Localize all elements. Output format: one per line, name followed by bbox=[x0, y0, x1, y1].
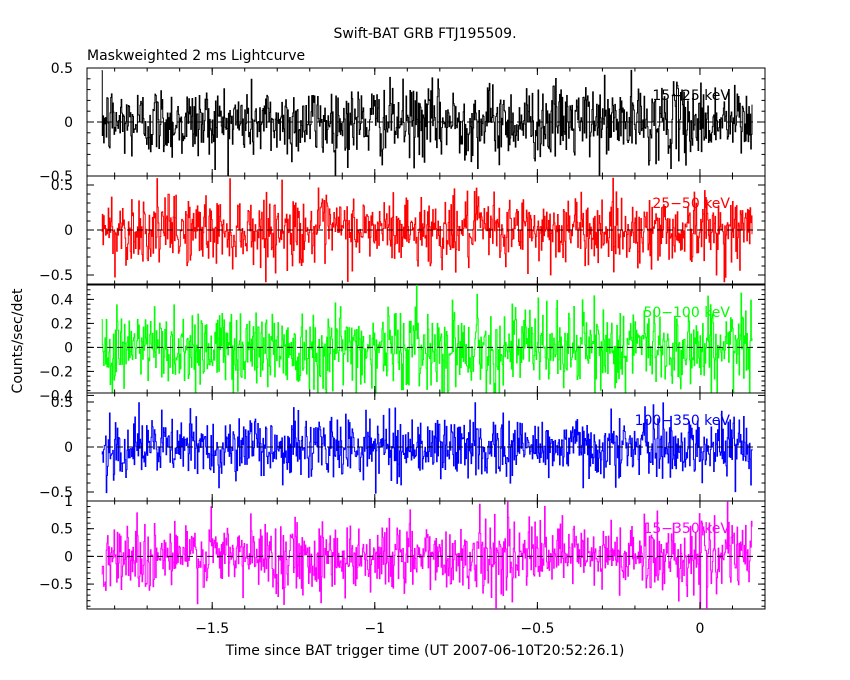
y-tick-label: 0.5 bbox=[51, 61, 73, 77]
x-axis: −1.5 −1 −0.5 0 bbox=[195, 621, 704, 637]
x-tick-label: −1.5 bbox=[195, 621, 229, 637]
y-tick-label: −0.5 bbox=[39, 268, 73, 284]
y-tick-label: 0 bbox=[64, 115, 73, 131]
chart-subtitle: Maskweighted 2 ms Lightcurve bbox=[87, 48, 305, 64]
y-tick-label: 0 bbox=[64, 340, 73, 356]
series-line-15-350-keV bbox=[101, 501, 753, 609]
x-axis-label: Time since BAT trigger time (UT 2007-06-… bbox=[225, 643, 625, 659]
series-line-15-25-keV bbox=[101, 69, 753, 176]
panel-group: 0.5 0 −0.5 15−25 keV 0.5 0 −0.5 25−50 keV 0.4 0.2… bbox=[39, 61, 766, 610]
band-label: 15−350 keV bbox=[643, 521, 730, 537]
panel-5: 1 0.5 0 −0.5 15−350 keV bbox=[39, 494, 766, 610]
panel-3: 0.4 0.2 0 −0.2 −0.4 50−100 keV bbox=[39, 284, 766, 404]
y-axis-label: Counts/sec/det bbox=[10, 288, 26, 393]
band-label: 15−25 keV bbox=[652, 88, 730, 104]
y-tick-label: 0 bbox=[64, 440, 73, 456]
x-tick-label: −0.5 bbox=[520, 621, 554, 637]
y-tick-label: 1 bbox=[64, 494, 73, 510]
band-label: 50−100 keV bbox=[643, 305, 730, 321]
y-tick-label: −0.5 bbox=[39, 485, 73, 501]
y-tick-label: 0 bbox=[64, 549, 73, 565]
y-tick-label: 0 bbox=[64, 223, 73, 239]
y-tick-label: −0.2 bbox=[39, 364, 73, 380]
x-tick-label: −1 bbox=[364, 621, 385, 637]
band-label: 100−350 keV bbox=[635, 413, 731, 429]
y-tick-label: 0.5 bbox=[51, 178, 73, 194]
chart-title: Swift-BAT GRB FTJ195509. bbox=[333, 26, 516, 42]
series-line-100-350-keV bbox=[101, 402, 753, 494]
y-tick-label: 0.2 bbox=[51, 316, 73, 332]
panel-2: 0.5 0 −0.5 25−50 keV bbox=[39, 175, 766, 285]
y-tick-label: 0.5 bbox=[51, 395, 73, 411]
panel-4: 0.5 0 −0.5 100−350 keV bbox=[39, 392, 766, 502]
series-line-25-50-keV bbox=[101, 177, 753, 283]
y-tick-label: 0.5 bbox=[51, 522, 73, 538]
x-tick-label: 0 bbox=[696, 621, 705, 637]
y-tick-label: −0.4 bbox=[39, 388, 73, 404]
y-tick-label: −0.5 bbox=[39, 169, 73, 185]
y-tick-label: 0.4 bbox=[51, 292, 73, 308]
panel-frame bbox=[86, 500, 766, 610]
y-tick-label: −0.5 bbox=[39, 577, 73, 593]
panel-1: 0.5 0 −0.5 15−25 keV bbox=[39, 61, 766, 185]
band-label: 25−50 keV bbox=[652, 196, 730, 212]
series-line-50-100-keV bbox=[101, 285, 753, 393]
